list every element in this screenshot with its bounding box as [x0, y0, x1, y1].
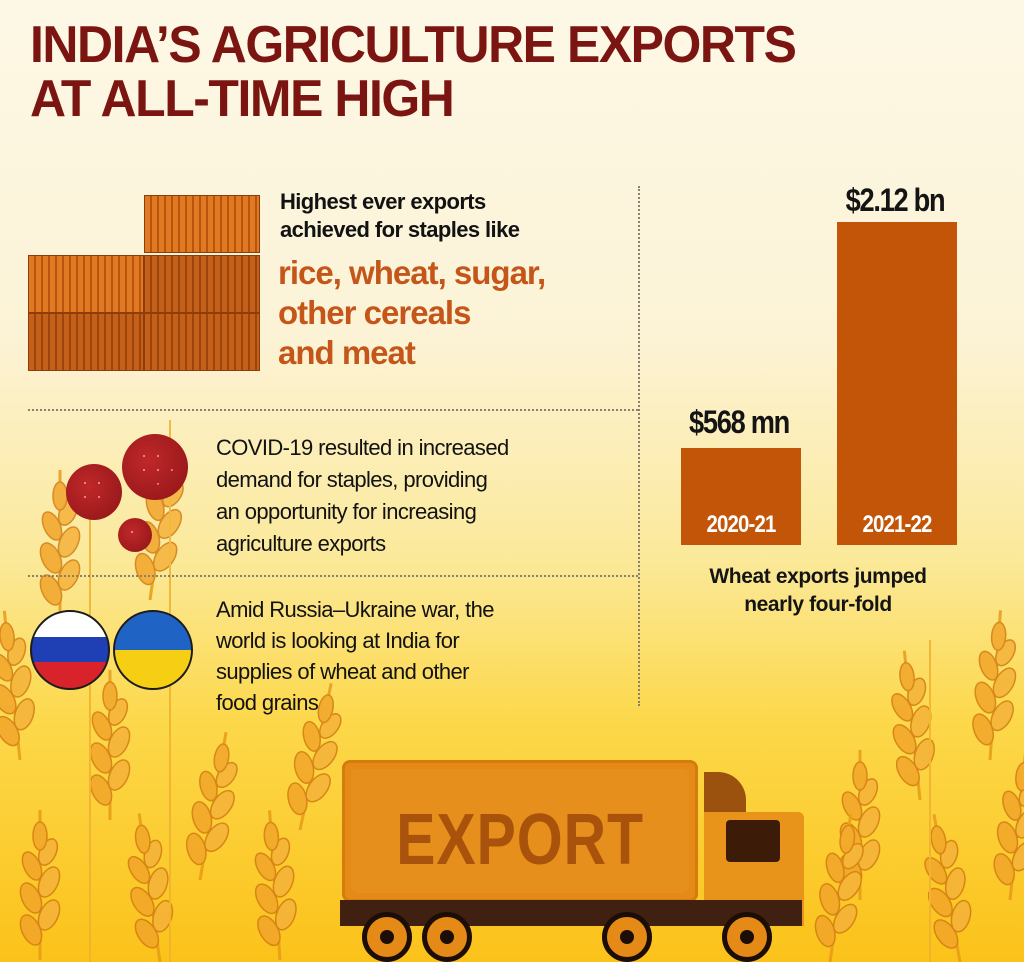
staples-highlight-text: rice, wheat, sugar, other cereals and me…: [278, 254, 546, 371]
title-line-1: INDIA’S AGRICULTURE EXPORTS: [30, 16, 797, 74]
bar-2020-21: 2020-21: [681, 448, 801, 545]
bar-2021-22: 2021-22: [837, 222, 957, 545]
chart-caption: Wheat exports jumped nearly four-fold: [709, 565, 927, 616]
bar-label-2021-22: 2021-22: [862, 511, 933, 538]
section-divider-2: [28, 575, 638, 577]
russia-flag-icon: [30, 610, 110, 690]
truck-cargo-box: EXPORT: [342, 760, 698, 902]
truck-chassis: [340, 900, 802, 926]
truck-wheel-icon: [362, 912, 412, 962]
truck-window: [726, 820, 780, 862]
title-line-2: AT ALL-TIME HIGH: [30, 70, 455, 128]
staples-lead-text: Highest ever exports achieved for staple…: [280, 189, 520, 242]
bar-value-2021-22: $2.12 bn: [845, 182, 946, 218]
bar-label-2020-21: 2020-21: [706, 511, 777, 538]
bar-value-2020-21: $568 mn: [689, 404, 790, 440]
wheat-exports-bar-chart: $568 mn 2020-21 $2.12 bn 2021-22: [660, 160, 1000, 620]
covid-demand-text: COVID-19 resulted in increased demand fo…: [216, 435, 509, 556]
shipping-containers-icon: [28, 195, 264, 373]
section-divider-1: [28, 409, 638, 411]
vertical-divider: [638, 186, 640, 706]
russia-ukraine-text: Amid Russia–Ukraine war, the world is lo…: [216, 597, 494, 715]
truck-export-label: EXPORT: [396, 800, 644, 880]
page-title: INDIA’S AGRICULTURE EXPORTS AT ALL-TIME …: [30, 18, 971, 126]
export-truck-illustration: EXPORT: [340, 760, 810, 962]
ukraine-flag-icon: [113, 610, 193, 690]
truck-cab-spoiler: [704, 772, 746, 812]
truck-wheel-icon: [602, 912, 652, 962]
truck-wheel-icon: [722, 912, 772, 962]
truck-wheel-icon: [422, 912, 472, 962]
